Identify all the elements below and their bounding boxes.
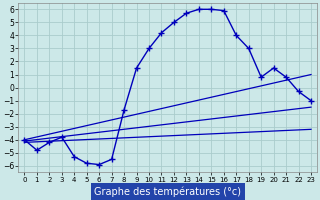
X-axis label: Graphe des températures (°c): Graphe des températures (°c): [94, 187, 241, 197]
